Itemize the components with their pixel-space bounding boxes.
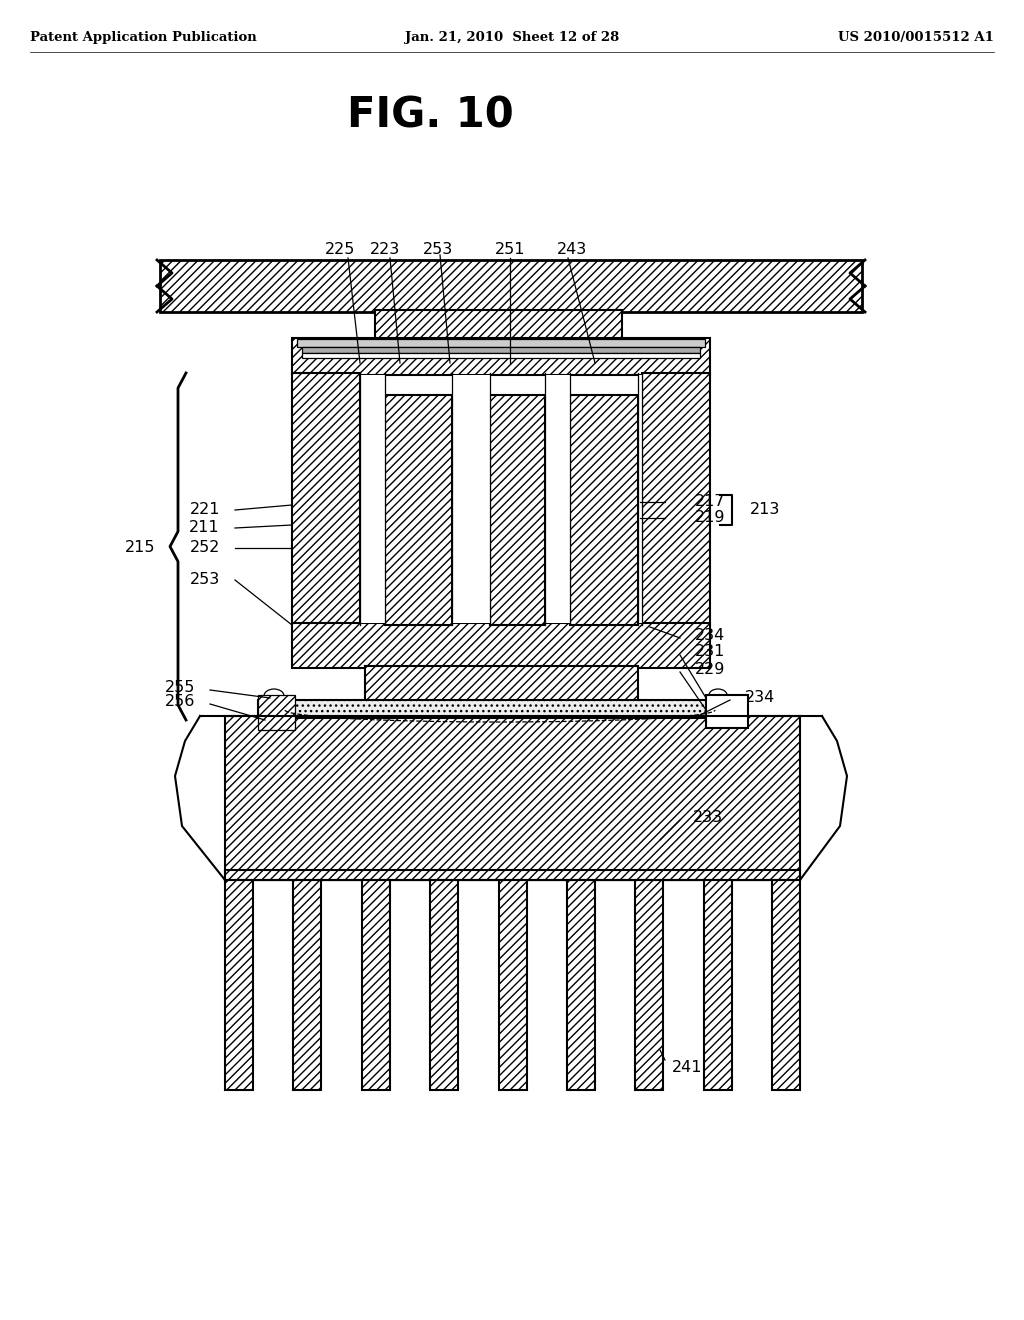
Text: Patent Application Publication: Patent Application Publication xyxy=(30,32,257,45)
Bar xyxy=(297,339,705,347)
Text: 225: 225 xyxy=(325,243,355,257)
Text: FIG. 10: FIG. 10 xyxy=(347,94,513,136)
Bar xyxy=(452,375,490,623)
Bar xyxy=(361,878,390,1090)
Text: 223: 223 xyxy=(370,243,400,257)
Text: 234: 234 xyxy=(695,627,725,643)
Bar xyxy=(499,878,526,1090)
Bar xyxy=(292,623,710,668)
Text: US 2010/0015512 A1: US 2010/0015512 A1 xyxy=(838,32,994,45)
Text: 219: 219 xyxy=(695,511,725,525)
Bar xyxy=(225,715,800,880)
Bar xyxy=(225,878,253,1090)
Bar xyxy=(545,375,570,623)
Bar xyxy=(365,667,638,705)
Bar xyxy=(302,347,700,352)
Text: 252: 252 xyxy=(189,540,220,556)
Bar xyxy=(570,395,638,624)
Bar xyxy=(360,375,385,623)
Text: 233: 233 xyxy=(693,810,723,825)
Bar xyxy=(430,878,458,1090)
Bar xyxy=(375,310,622,341)
Bar xyxy=(703,878,731,1090)
Bar xyxy=(772,878,800,1090)
Text: 243: 243 xyxy=(557,243,587,257)
Bar xyxy=(567,878,595,1090)
Bar xyxy=(258,700,742,718)
Text: 241: 241 xyxy=(672,1060,702,1076)
Text: 221: 221 xyxy=(189,503,220,517)
Bar xyxy=(706,696,748,729)
Bar xyxy=(292,374,360,624)
Text: 217: 217 xyxy=(695,495,725,510)
Text: 211: 211 xyxy=(189,520,220,536)
Text: 213: 213 xyxy=(750,503,780,517)
Text: 234: 234 xyxy=(745,690,775,705)
Bar xyxy=(258,696,295,730)
Text: 253: 253 xyxy=(423,243,454,257)
Text: 255: 255 xyxy=(165,681,195,696)
Bar xyxy=(292,338,710,375)
Bar xyxy=(638,375,642,623)
Text: 256: 256 xyxy=(165,694,195,710)
Bar xyxy=(160,260,862,312)
Text: 231: 231 xyxy=(695,644,725,660)
Bar xyxy=(385,395,452,624)
Bar xyxy=(635,878,664,1090)
Text: Jan. 21, 2010  Sheet 12 of 28: Jan. 21, 2010 Sheet 12 of 28 xyxy=(404,32,620,45)
Bar xyxy=(302,352,700,358)
Bar xyxy=(293,878,322,1090)
Text: 215: 215 xyxy=(125,540,155,556)
Text: 229: 229 xyxy=(695,661,725,676)
Bar xyxy=(225,870,800,880)
Text: 251: 251 xyxy=(495,243,525,257)
Bar xyxy=(490,395,545,624)
Text: 253: 253 xyxy=(189,573,220,587)
Bar xyxy=(642,374,710,624)
